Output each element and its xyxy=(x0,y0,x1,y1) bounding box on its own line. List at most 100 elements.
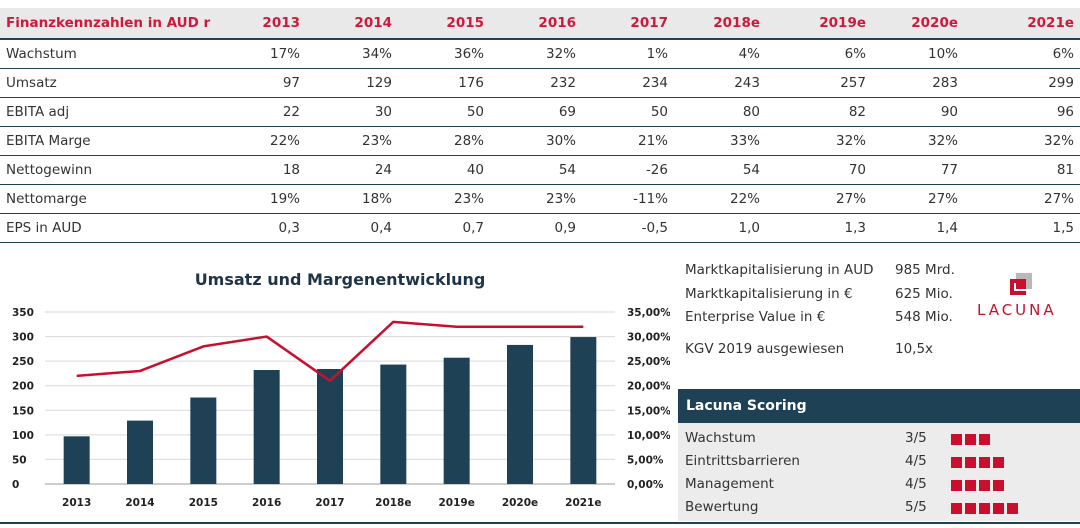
table-header-year: 2021e xyxy=(964,8,1080,40)
table-cell: 54 xyxy=(674,155,766,185)
y-tick-label: 0 xyxy=(12,479,19,491)
table-cell: 77 xyxy=(872,155,964,185)
scoring-value: 5/5 xyxy=(905,499,927,515)
scoring-label: Bewertung xyxy=(685,499,759,515)
scoring-squares xyxy=(951,503,1018,514)
score-square xyxy=(951,434,962,445)
table-cell: 27% xyxy=(872,184,964,214)
scoring-row-growth: Wachstum 3/5 xyxy=(685,427,1075,449)
score-square xyxy=(979,480,990,491)
score-square xyxy=(951,503,962,514)
table-cell: 6% xyxy=(766,39,872,69)
table-header-year: 2013 xyxy=(218,8,306,40)
score-square xyxy=(979,434,990,445)
table-cell: 0,3 xyxy=(218,213,306,243)
key-figure-value: 625 Mio. xyxy=(895,286,953,302)
y2-tick-label: 15,00% xyxy=(627,405,670,417)
table-cell: 30% xyxy=(490,126,582,156)
table-cell: 32% xyxy=(766,126,872,156)
table-cell: 129 xyxy=(306,68,398,98)
y-tick-label: 50 xyxy=(12,454,27,466)
table-cell: 1,3 xyxy=(766,213,872,243)
score-square xyxy=(965,503,976,514)
bar xyxy=(63,436,90,484)
table-row: Nettogewinn 18 24 40 54 -26 54 70 77 81 xyxy=(0,155,1080,185)
score-square xyxy=(979,503,990,514)
table-header-year: 2015 xyxy=(398,8,490,40)
bottom-divider xyxy=(0,522,1080,524)
key-figure-label: KGV 2019 ausgewiesen xyxy=(685,341,845,357)
scoring-panel: Wachstum 3/5 Eintrittsbarrieren 4/5 Mana… xyxy=(678,423,1080,521)
table-cell: 0,4 xyxy=(306,213,398,243)
lacuna-logo-text: LACUNA xyxy=(977,301,1057,319)
x-tick-label: 2018e xyxy=(375,497,411,509)
table-header-year: 2014 xyxy=(306,8,398,40)
score-square xyxy=(1007,503,1018,514)
revenue-margin-chart: 0 50 100 150 200 250 300 350 0,00% 5,00% 10,00% 15,… xyxy=(0,262,670,524)
bar xyxy=(317,369,343,484)
margin-line xyxy=(76,320,584,383)
bar xyxy=(507,344,533,484)
table-cell: 70 xyxy=(766,155,872,185)
table-cell: 299 xyxy=(964,68,1080,98)
y-tick-label: 200 xyxy=(12,381,34,393)
scoring-value: 4/5 xyxy=(905,476,927,492)
row-label: Umsatz xyxy=(0,68,218,98)
y2-tick-label: 5,00% xyxy=(627,454,664,466)
table-cell: 1,4 xyxy=(872,213,964,243)
table-cell: 32% xyxy=(964,126,1080,156)
table-cell: 23% xyxy=(398,184,490,214)
table-cell: 90 xyxy=(872,97,964,127)
score-square xyxy=(965,457,976,468)
score-square xyxy=(979,457,990,468)
key-figure-label: Marktkapitalisierung in AUD xyxy=(685,262,874,278)
table-cell: 23% xyxy=(490,184,582,214)
y2-tick-label: 10,00% xyxy=(627,430,670,442)
scoring-row-management: Management 4/5 xyxy=(685,473,1075,495)
table-header-row: Finanzkennzahlen in AUD r 2013 2014 2015… xyxy=(0,8,1080,40)
row-label: EPS in AUD xyxy=(0,213,218,243)
y-tick-label: 100 xyxy=(12,430,34,442)
table-cell: 97 xyxy=(218,68,306,98)
table-cell: 81 xyxy=(964,155,1080,185)
table-cell: 24 xyxy=(306,155,398,185)
y2-tick-label: 30,00% xyxy=(627,332,670,344)
y-tick-label: 300 xyxy=(12,332,34,344)
x-tick-label: 2013 xyxy=(62,497,91,509)
table-cell: 0,7 xyxy=(398,213,490,243)
table-cell: 82 xyxy=(766,97,872,127)
table-cell: 34% xyxy=(306,39,398,69)
table-cell: 50 xyxy=(582,97,674,127)
x-tick-label: 2015 xyxy=(189,497,218,509)
scoring-title: Lacuna Scoring xyxy=(678,389,1080,423)
score-square xyxy=(951,480,962,491)
table-cell: -11% xyxy=(582,184,674,214)
bar xyxy=(253,369,280,484)
y2-tick-label: 25,00% xyxy=(627,356,670,368)
table-row: Umsatz 97 129 176 232 234 243 257 283 299 xyxy=(0,68,1080,98)
scoring-squares xyxy=(951,480,1004,491)
table-cell: 69 xyxy=(490,97,582,127)
table-cell: 23% xyxy=(306,126,398,156)
table-cell: 19% xyxy=(218,184,306,214)
financials-table: Finanzkennzahlen in AUD r 2013 2014 2015… xyxy=(0,8,1080,243)
score-square xyxy=(965,480,976,491)
key-figure-value: 985 Mrd. xyxy=(895,262,955,278)
scoring-squares xyxy=(951,457,1004,468)
table-header-year: 2018e xyxy=(674,8,766,40)
table-cell: 27% xyxy=(766,184,872,214)
table-row: EPS in AUD 0,3 0,4 0,7 0,9 -0,5 1,0 1,3 1,4 1,5 xyxy=(0,213,1080,243)
bar xyxy=(570,337,597,484)
scoring-label: Eintrittsbarrieren xyxy=(685,453,800,469)
scoring-value: 3/5 xyxy=(905,430,927,446)
table-cell: 54 xyxy=(490,155,582,185)
row-label: EBITA Marge xyxy=(0,126,218,156)
y2-tick-label: 20,00% xyxy=(627,381,670,393)
x-tick-label: 2016 xyxy=(252,497,281,509)
table-cell: 40 xyxy=(398,155,490,185)
table-cell: 36% xyxy=(398,39,490,69)
y2-tick-label: 35,00% xyxy=(627,307,670,319)
row-label: Wachstum xyxy=(0,39,218,69)
x-tick-label: 2020e xyxy=(502,497,538,509)
table-cell: 0,9 xyxy=(490,213,582,243)
